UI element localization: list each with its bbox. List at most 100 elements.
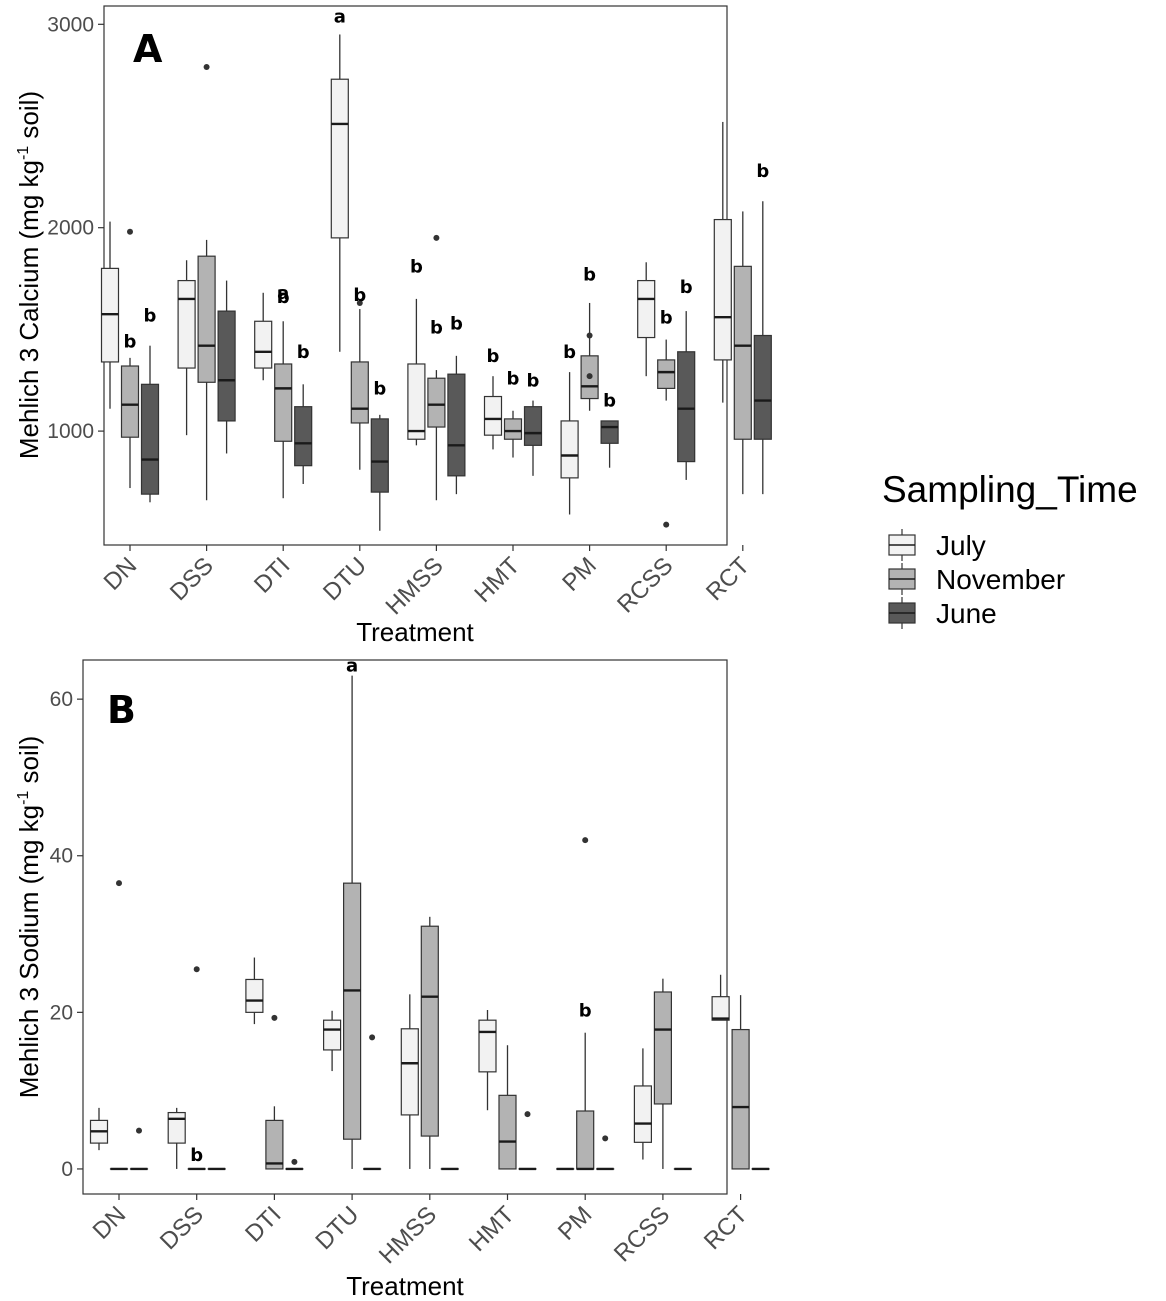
legend-label: June [936,598,997,629]
y-axis-title-b-superscript: -1 [15,791,32,805]
x-tick-label: RCSS [612,552,678,618]
significance-letter: b [660,307,673,328]
significance-letter: b [410,256,423,277]
outlier-point [663,521,670,528]
box-body [197,255,216,383]
significance-letter: b [124,332,137,353]
x-tick-label: PM [553,1201,598,1246]
box-body [637,279,656,339]
box-body [350,361,369,424]
box-body [245,978,264,1013]
box-body [503,418,523,440]
significance-letter: b [450,313,463,334]
x-axis-title-b: Treatment [346,1271,464,1301]
legend-item-november: November [888,563,1065,595]
legend-item-july: July [888,529,986,561]
y-tick-label: 60 [50,688,73,711]
outlier-point [602,1135,609,1142]
box-july-dn [100,221,120,409]
panel-label-a: A [133,27,163,71]
significance-letter: b [144,305,157,326]
x-tick-label: DTU [310,1201,364,1255]
x-tick-label: HMSS [374,1201,442,1269]
box-july-hmss [400,994,419,1169]
box-body [483,395,503,436]
x-tick-label: RCSS [609,1201,675,1267]
box-june-dn [129,1127,149,1171]
box-body [657,359,676,389]
box-july-dti [245,957,264,1025]
box-november-dtu [350,299,369,470]
box-november-rct [733,211,752,495]
significance-letter: b [579,1000,592,1021]
box-november-rcss [657,339,676,528]
box-july-pm [560,372,579,515]
box-body [633,1085,653,1143]
x-tick-label: DN [88,1201,132,1245]
box-june-dtu [363,1034,382,1171]
significance-letter: b [353,285,366,306]
x-tick-label: HMT [469,552,525,608]
significance-letter: a [277,283,289,304]
box-body [447,373,466,477]
x-tick-label: HMSS [381,552,449,620]
box-july-rcss [633,1048,653,1160]
box-body [265,1119,284,1170]
box-november-rcss [653,978,673,1169]
significance-letter: a [334,6,346,27]
box-july-rcss [637,262,656,377]
box-november-rct [731,995,750,1170]
x-tick-label: PM [557,552,602,597]
box-november-hmt [498,1045,517,1170]
box-body [120,365,140,438]
x-tick-label: HMT [464,1201,520,1257]
box-november-dti [274,321,293,499]
box-july-dss [177,260,196,436]
box-june-dti [285,1158,304,1171]
box-body [370,418,389,493]
legend-item-june: June [888,597,997,629]
legend-label: July [936,530,986,561]
box-november-pm [580,302,599,411]
box-june-hmt [518,1111,537,1171]
box-body [523,406,543,446]
box-body [274,363,293,442]
box-body [713,218,732,361]
box-july-hmss [407,298,426,446]
box-june-pm [596,1135,615,1171]
significance-letter: b [756,161,769,182]
y-tick-label: 2000 [47,217,94,240]
outlier-point [582,837,589,844]
significance-letter: b [680,277,693,298]
box-june-hmt [523,400,543,476]
significance-letter: b [277,287,290,308]
significance-letter: b [603,391,616,412]
significance-letter: b [430,317,443,338]
y-tick-label: 1000 [47,420,94,443]
box-body [576,1110,595,1170]
y-tick-label: 0 [61,1158,73,1181]
box-body [478,1019,497,1073]
box-body [733,265,752,440]
box-june-rct [753,201,772,495]
box-november-dn [120,228,140,489]
outlier-point [203,64,210,71]
box-body [711,996,730,1021]
box-body [407,363,426,440]
significance-letter: b [373,378,386,399]
x-tick-label: DSS [165,552,219,606]
x-axis-title-a: Treatment [356,617,474,647]
y-tick-label: 40 [50,845,73,868]
box-july-dti [254,292,273,381]
x-tick-label: DSS [155,1201,209,1255]
box-june-dss [217,280,236,454]
significance-letter: b [297,342,310,363]
significance-letter: b [487,346,500,367]
box-july-dss [167,1107,186,1169]
outlier-point [369,1034,376,1041]
outlier-point [586,373,593,380]
outlier-point [271,1014,278,1021]
